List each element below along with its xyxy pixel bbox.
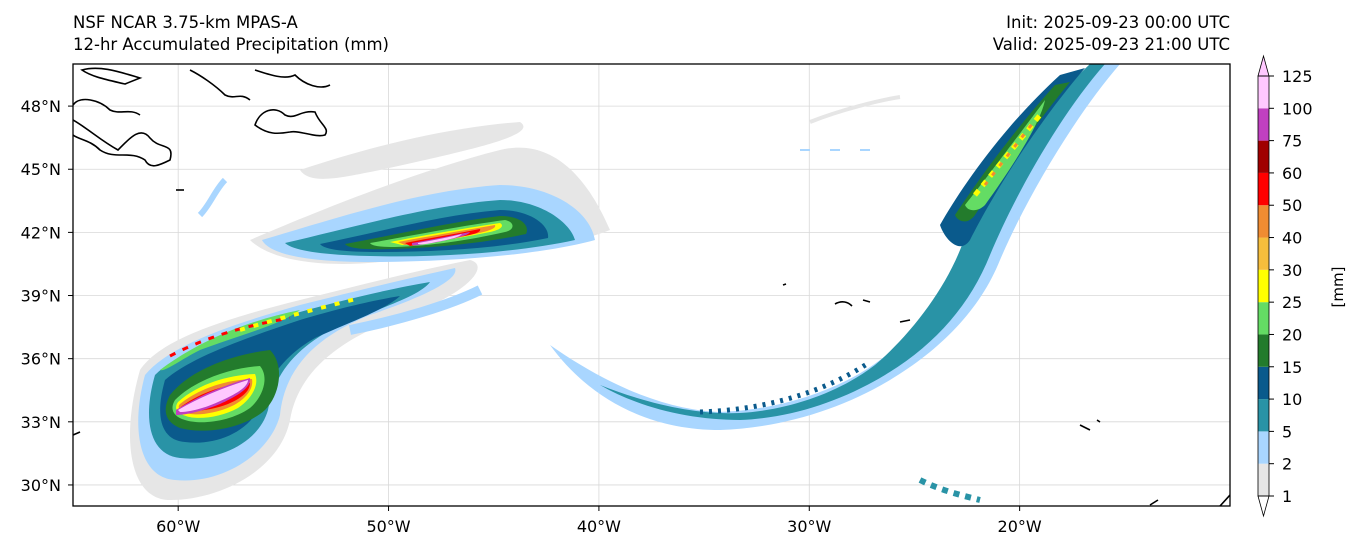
lat-tick-label: 30°N — [21, 476, 61, 495]
init-time: Init: 2025-09-23 00:00 UTC — [1006, 13, 1230, 32]
lon-tick-label: 40°W — [577, 517, 621, 536]
colorbar-segment — [1258, 172, 1269, 206]
colorbar-frame — [1257, 75, 1270, 497]
colorbar-segment — [1258, 399, 1269, 432]
lat-tick-label: 45°N — [21, 160, 61, 179]
colorbar-segment — [1258, 205, 1269, 238]
colorbar-segment — [1258, 463, 1269, 496]
colorbar-extend-max — [1257, 54, 1270, 77]
field-title: 12-hr Accumulated Precipitation (mm) — [73, 35, 389, 54]
lat-tick-label: 33°N — [21, 413, 61, 432]
model-title: NSF NCAR 3.75-km MPAS-A — [73, 13, 298, 32]
colorbar-segment — [1258, 302, 1269, 335]
colorbar-tick-label: 5 — [1282, 422, 1292, 441]
lat-tick-label: 36°N — [21, 350, 61, 369]
precip-band-north — [250, 122, 610, 264]
colorbar-segment — [1258, 366, 1269, 400]
colorbar-segment — [1258, 269, 1269, 303]
colorbar-segment — [1258, 334, 1269, 367]
colorbar-segment — [1258, 140, 1269, 173]
colorbar-segment — [1258, 237, 1269, 270]
lon-tick-label: 20°W — [998, 517, 1042, 536]
lon-tick-label: 30°W — [787, 517, 831, 536]
colorbar-tick-label: 30 — [1282, 261, 1302, 280]
lat-tick-label: 48°N — [21, 97, 61, 116]
colorbar-tick-label: 10 — [1282, 390, 1302, 409]
colorbar-segment — [1258, 76, 1269, 109]
colorbar-tick-label: 15 — [1282, 358, 1302, 377]
colorbar-tick-label: 1 — [1282, 487, 1292, 506]
colorbar-tick-label: 125 — [1282, 67, 1313, 86]
colorbar-label: [mm] — [1329, 267, 1347, 308]
colorbar-tick-label: 2 — [1282, 455, 1292, 474]
colorbar-tick-label: 25 — [1282, 293, 1302, 312]
coastlines — [73, 67, 1230, 506]
colorbar-tick-label: 100 — [1282, 99, 1313, 118]
colorbar-extend-min — [1257, 495, 1270, 518]
longitude-labels: 60°W 50°W 40°W 30°W 20°W — [156, 506, 1042, 536]
colorbar-segment — [1258, 431, 1269, 464]
precip-band-east — [550, 64, 1120, 430]
lat-tick-label: 39°N — [21, 287, 61, 306]
colorbar-tick-label: 50 — [1282, 196, 1302, 215]
colorbar-segment — [1258, 108, 1269, 141]
precip-field — [130, 64, 1120, 503]
precip-hurricane — [130, 260, 478, 500]
latitude-labels: 30°N 33°N 36°N 39°N 42°N 45°N 48°N — [21, 97, 73, 495]
title-right: Init: 2025-09-23 00:00 UTC Valid: 2025-0… — [993, 12, 1230, 56]
colorbar-tick-label: 75 — [1282, 132, 1302, 151]
map-frame — [72, 63, 1231, 507]
precip-scattered — [197, 95, 981, 503]
colorbar-tick-label: 60 — [1282, 164, 1302, 183]
lon-tick-label: 60°W — [156, 517, 200, 536]
valid-time: Valid: 2025-09-23 21:00 UTC — [992, 35, 1230, 54]
colorbar-tick-label: 40 — [1282, 229, 1302, 248]
colorbar-tick-label: 20 — [1282, 325, 1302, 344]
lat-tick-label: 42°N — [21, 223, 61, 242]
title-left: NSF NCAR 3.75-km MPAS-A 12-hr Accumulate… — [73, 12, 389, 56]
lon-tick-label: 50°W — [366, 517, 410, 536]
